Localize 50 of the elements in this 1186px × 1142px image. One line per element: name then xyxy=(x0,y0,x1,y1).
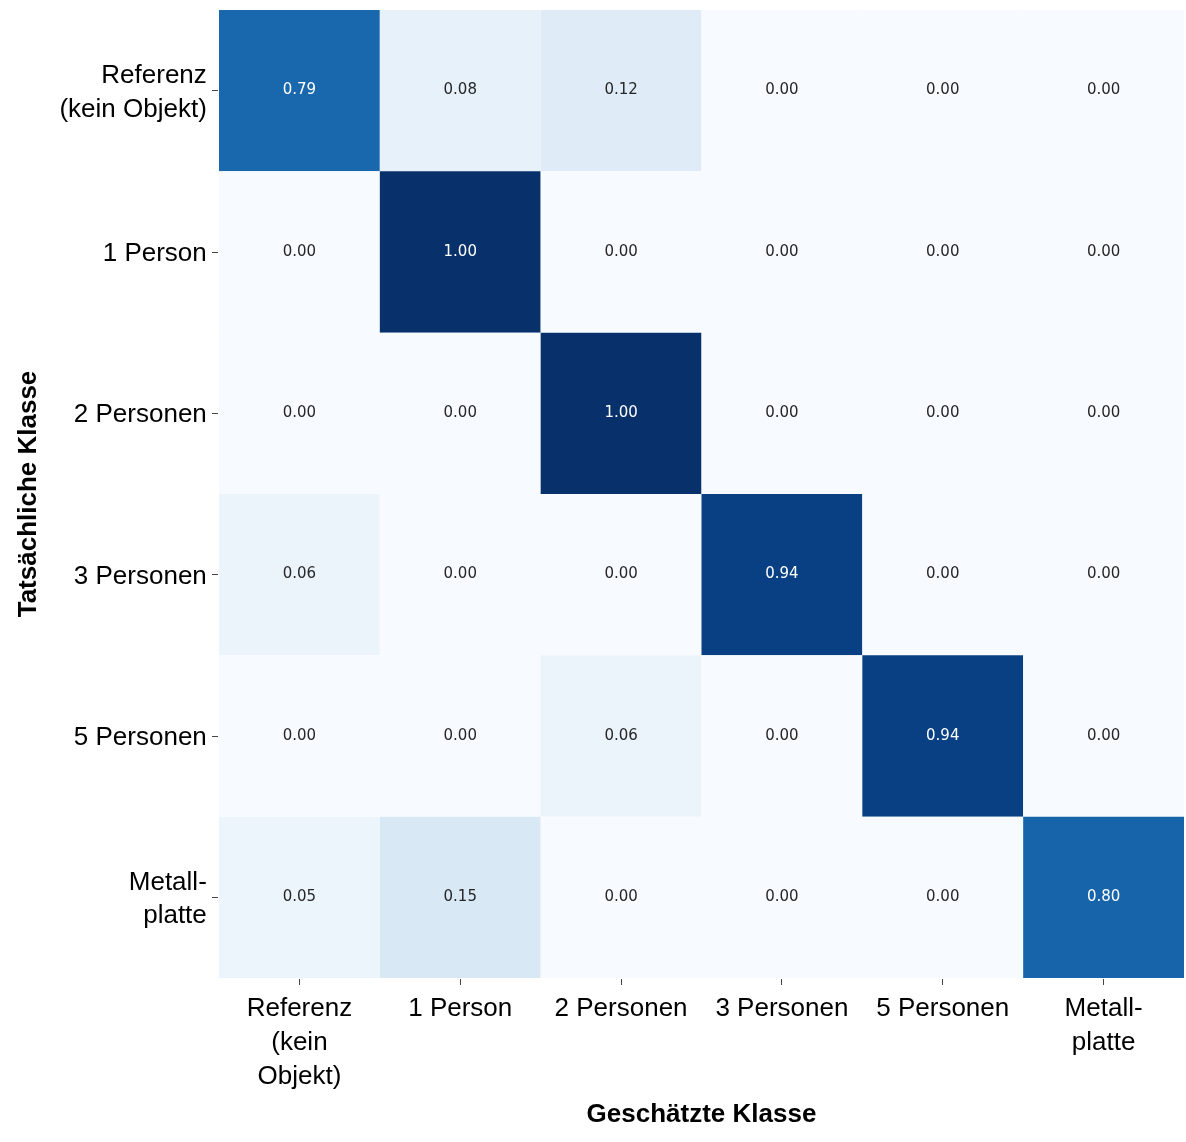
data-label: 0.00 xyxy=(765,887,799,906)
data-label: 0.00 xyxy=(926,564,960,583)
data-label: 0.00 xyxy=(443,564,477,583)
data-label: 0.94 xyxy=(765,564,799,583)
data-label: 0.00 xyxy=(604,241,638,260)
data-label: 0.06 xyxy=(604,725,638,744)
data-label: 0.00 xyxy=(443,725,477,744)
x-tick-label: 3 Personen xyxy=(715,992,849,1023)
data-label: 0.00 xyxy=(926,241,960,260)
data-label: 0.15 xyxy=(443,887,477,906)
data-label: 0.00 xyxy=(282,241,317,260)
data-label: 0.05 xyxy=(282,887,317,906)
data-label: 0.94 xyxy=(926,725,960,744)
y-tick-label: 2 Personen xyxy=(73,398,207,429)
data-label: 0.12 xyxy=(604,80,638,99)
data-label: 0.00 xyxy=(604,887,638,906)
data-label: 0.00 xyxy=(926,80,960,99)
y-tick-label: Metall- platte xyxy=(128,865,207,930)
data-label: 1.00 xyxy=(604,403,638,422)
data-label: 0.00 xyxy=(926,887,960,906)
data-label: 0.00 xyxy=(282,403,317,422)
data-label: 0.00 xyxy=(1086,725,1121,744)
x-tick-label: 5 Personen xyxy=(876,992,1010,1023)
data-label: 0.00 xyxy=(282,725,317,744)
x-tick-label: 2 Personen xyxy=(554,992,688,1023)
x-axis-title: Geschätzte Klasse xyxy=(586,1098,817,1129)
x-tick-label: Referenz (kein Objekt) xyxy=(246,992,353,1090)
data-label: 0.00 xyxy=(604,564,638,583)
data-label: 0.00 xyxy=(765,403,799,422)
x-tick-label: 1 Person xyxy=(408,992,513,1023)
data-label: 0.08 xyxy=(443,80,477,99)
y-axis-title: Tatsächliche Klasse xyxy=(11,370,42,618)
data-label: 0.00 xyxy=(765,241,799,260)
data-label: 0.00 xyxy=(765,725,799,744)
y-tick-label: 5 Personen xyxy=(73,721,207,752)
y-tick-label: 3 Personen xyxy=(73,559,207,590)
data-label: 0.79 xyxy=(282,80,317,99)
y-tick-label: 1 Person xyxy=(102,237,207,268)
data-label: 0.00 xyxy=(1086,241,1121,260)
data-label: 0.00 xyxy=(443,403,477,422)
data-label: 1.00 xyxy=(443,241,477,260)
data-label: 0.80 xyxy=(1086,887,1121,906)
data-label: 0.06 xyxy=(282,564,317,583)
data-label: 0.00 xyxy=(765,80,799,99)
data-label: 0.00 xyxy=(926,403,960,422)
y-tick-label: Referenz (kein Objekt) xyxy=(59,58,207,123)
data-label: 0.00 xyxy=(1086,403,1121,422)
x-tick-label: Metall- platte xyxy=(1064,992,1143,1056)
data-label: 0.00 xyxy=(1086,564,1121,583)
data-label: 0.00 xyxy=(1086,80,1121,99)
